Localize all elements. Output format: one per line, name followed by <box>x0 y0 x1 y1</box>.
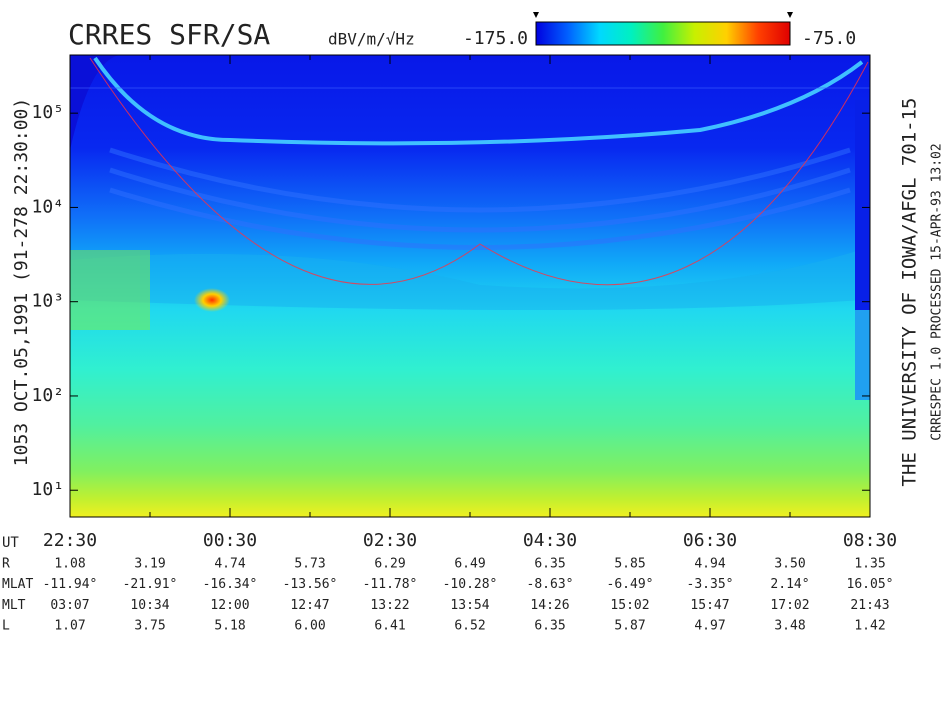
ephemeris-value: 10:34 <box>130 598 169 613</box>
ephemeris-value: 13:54 <box>450 598 489 613</box>
ephemeris-value: 12:00 <box>210 598 249 613</box>
ephemeris-value: -13.56° <box>283 577 338 592</box>
ephemeris-value: 17:02 <box>770 598 809 613</box>
colorbar-tick-label: -175.0 <box>463 28 528 49</box>
ephemeris-value: -10.28° <box>443 577 498 592</box>
processing-note: CRRESPEC 1.0 PROCESSED 15-APR-93 13:02 <box>930 143 945 440</box>
ephemeris-value: 4.94 <box>694 557 725 572</box>
row-label: MLT <box>2 598 26 613</box>
ephemeris-value: 1.42 <box>854 619 885 634</box>
ephemeris-value: -3.35° <box>687 577 734 592</box>
ephemeris-value: -21.91° <box>123 577 178 592</box>
ephemeris-value: 6.35 <box>534 619 565 634</box>
ephemeris-value: 13:22 <box>370 598 409 613</box>
x-tick-label: 00:30 <box>203 530 257 551</box>
colorbar-label: dBV/m/√Hz <box>328 30 415 49</box>
ephemeris-value: 6.41 <box>374 619 405 634</box>
ephemeris-value: -8.63° <box>527 577 574 592</box>
ephemeris-value: 2.14° <box>770 577 809 592</box>
ephemeris-value: 6.35 <box>534 557 565 572</box>
x-tick-label: 06:30 <box>683 530 737 551</box>
colorbar <box>535 21 791 46</box>
ephemeris-value: 03:07 <box>50 598 89 613</box>
row-label: MLAT <box>2 577 33 592</box>
ephemeris-value: 5.87 <box>614 619 645 634</box>
y-tick-label: 10³ <box>31 291 64 312</box>
x-axis-label: UT <box>2 535 19 551</box>
ephemeris-value: 14:26 <box>530 598 569 613</box>
y-tick-label: 10¹ <box>31 479 64 500</box>
ephemeris-value: 4.97 <box>694 619 725 634</box>
credit: THE UNIVERSITY OF IOWA/AFGL 701-15 <box>899 98 921 487</box>
ephemeris-value: 1.07 <box>54 619 85 634</box>
colorbar-tick-label: -75.0 <box>802 28 856 49</box>
ephemeris-value: 12:47 <box>290 598 329 613</box>
ephemeris-value: 1.08 <box>54 557 85 572</box>
ephemeris-value: -11.78° <box>363 577 418 592</box>
ephemeris-value: 3.19 <box>134 557 165 572</box>
colorbar-tick <box>787 12 793 18</box>
ephemeris-value: -11.94° <box>43 577 98 592</box>
row-label: R <box>2 557 10 572</box>
ephemeris-value: 3.48 <box>774 619 805 634</box>
ephemeris-value: 5.18 <box>214 619 245 634</box>
y-tick-label: 10² <box>31 385 64 406</box>
ephemeris-value: 6.52 <box>454 619 485 634</box>
ephemeris-value: 5.85 <box>614 557 645 572</box>
colorbar-tick <box>533 12 539 18</box>
ephemeris-value: 16.05° <box>847 577 894 592</box>
ephemeris-value: 6.49 <box>454 557 485 572</box>
chart-title: CRRES SFR/SA <box>68 18 270 51</box>
x-tick-label: 08:30 <box>843 530 897 551</box>
x-tick-label: 02:30 <box>363 530 417 551</box>
row-label: L <box>2 619 10 634</box>
x-tick-label: 04:30 <box>523 530 577 551</box>
ephemeris-value: 5.73 <box>294 557 325 572</box>
ephemeris-value: 4.74 <box>214 557 245 572</box>
y-tick-label: 10⁵ <box>31 102 64 123</box>
ephemeris-value: 3.75 <box>134 619 165 634</box>
ephemeris-value: -16.34° <box>203 577 258 592</box>
ephemeris-value: 6.29 <box>374 557 405 572</box>
spectrogram-image <box>70 55 870 517</box>
ephemeris-value: 15:02 <box>610 598 649 613</box>
ephemeris-value: 3.50 <box>774 557 805 572</box>
ephemeris-value: 6.00 <box>294 619 325 634</box>
y-tick-label: 10⁴ <box>31 196 64 217</box>
ephemeris-value: -6.49° <box>607 577 654 592</box>
ephemeris-value: 21:43 <box>850 598 889 613</box>
ephemeris-value: 15:47 <box>690 598 729 613</box>
ephemeris-value: 1.35 <box>854 557 885 572</box>
x-tick-label: 22:30 <box>43 530 97 551</box>
y-axis-label: 1053 OCT.05,1991 (91-278 22:30:00) <box>11 98 32 466</box>
